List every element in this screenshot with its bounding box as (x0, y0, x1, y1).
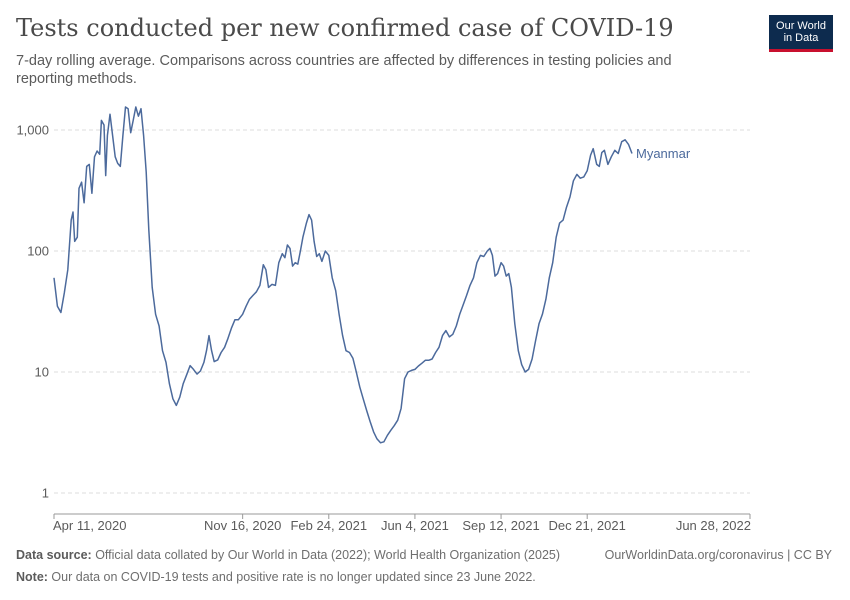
note-label: Note: (16, 570, 48, 584)
owid-logo[interactable]: Our World in Data (769, 15, 833, 52)
x-axis: Apr 11, 2020 Nov 16, 2020 Feb 24, 2021 Jun … (53, 513, 751, 533)
chart-subtitle: 7-day rolling average. Comparisons acros… (16, 53, 672, 87)
x-tick-label: Feb 24, 2021 (290, 518, 367, 533)
x-tick-label: Sep 12, 2021 (462, 518, 539, 533)
logo-line-1: Our World (776, 20, 826, 32)
series-line-myanmar[interactable] (53, 106, 633, 444)
x-tick-label: Apr 11, 2020 (53, 518, 126, 533)
grid-layer (54, 129, 750, 494)
y-tick-label: 1,000 (16, 123, 49, 138)
chart-title: Tests conducted per new confirmed case o… (16, 14, 674, 42)
x-tick-label: Jun 28, 2022 (676, 518, 751, 533)
y-axis-labels: 1 10 100 1,000 (16, 123, 49, 501)
x-tick-label: Jun 4, 2021 (381, 518, 449, 533)
x-tick-label: Dec 21, 2021 (549, 518, 626, 533)
logo-line-2: in Data (783, 32, 819, 44)
data-source-label: Data source: (16, 548, 92, 562)
series-label-myanmar[interactable]: Myanmar (636, 146, 691, 161)
data-source-text: Official data collated by Our World in D… (91, 548, 561, 562)
x-tick-label: Nov 16, 2020 (204, 518, 281, 533)
data-source: Data source: Official data collated by O… (16, 548, 560, 562)
y-tick-label: 10 (35, 365, 49, 380)
note-text: Our data on COVID-19 tests and positive … (47, 570, 536, 584)
source-link[interactable]: OurWorldinData.org/coronavirus | CC BY (604, 548, 832, 562)
y-tick-label: 100 (27, 244, 49, 259)
data-note: Note: Our data on COVID-19 tests and pos… (16, 570, 536, 584)
series-layer: Myanmar (53, 106, 691, 444)
y-tick-label: 1 (42, 486, 49, 501)
